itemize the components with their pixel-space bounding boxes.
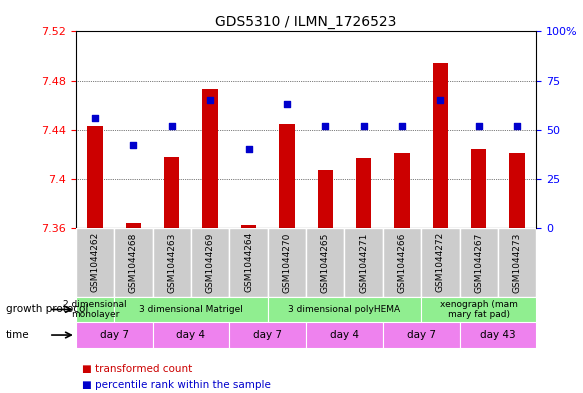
Text: GSM1044262: GSM1044262 — [90, 232, 100, 292]
Text: GSM1044273: GSM1044273 — [512, 232, 522, 292]
Point — [129, 142, 138, 149]
Text: GSM1044267: GSM1044267 — [475, 232, 483, 292]
Title: GDS5310 / ILMN_1726523: GDS5310 / ILMN_1726523 — [215, 15, 397, 29]
Text: time: time — [6, 330, 30, 340]
Text: day 7: day 7 — [407, 330, 436, 340]
Point — [321, 123, 330, 129]
Text: xenograph (mam
mary fat pad): xenograph (mam mary fat pad) — [440, 300, 518, 319]
Bar — [510, 153, 525, 228]
FancyBboxPatch shape — [459, 322, 536, 348]
Bar — [471, 149, 486, 228]
FancyBboxPatch shape — [229, 322, 306, 348]
Bar — [433, 63, 448, 228]
Text: ■ percentile rank within the sample: ■ percentile rank within the sample — [82, 380, 271, 390]
FancyBboxPatch shape — [76, 297, 114, 322]
Text: 3 dimensional Matrigel: 3 dimensional Matrigel — [139, 305, 243, 314]
Text: day 4: day 4 — [330, 330, 359, 340]
Bar — [202, 89, 218, 228]
Text: GSM1044272: GSM1044272 — [436, 232, 445, 292]
Text: day 7: day 7 — [100, 330, 129, 340]
Text: 2 dimensional
monolayer: 2 dimensional monolayer — [63, 300, 127, 319]
Text: GSM1044265: GSM1044265 — [321, 232, 330, 292]
FancyBboxPatch shape — [459, 228, 498, 297]
FancyBboxPatch shape — [114, 228, 153, 297]
Text: GSM1044269: GSM1044269 — [206, 232, 215, 292]
FancyBboxPatch shape — [153, 228, 191, 297]
Point — [282, 101, 292, 107]
FancyBboxPatch shape — [345, 228, 383, 297]
Point — [167, 123, 177, 129]
Text: day 4: day 4 — [177, 330, 205, 340]
FancyBboxPatch shape — [421, 297, 536, 322]
Text: GSM1044266: GSM1044266 — [398, 232, 406, 292]
FancyBboxPatch shape — [76, 228, 114, 297]
FancyBboxPatch shape — [306, 228, 345, 297]
Point — [398, 123, 407, 129]
Text: GSM1044270: GSM1044270 — [282, 232, 292, 292]
FancyBboxPatch shape — [153, 322, 229, 348]
Bar — [126, 223, 141, 228]
FancyBboxPatch shape — [268, 297, 421, 322]
FancyBboxPatch shape — [268, 228, 306, 297]
Point — [359, 123, 368, 129]
Text: growth protocol: growth protocol — [6, 305, 88, 314]
Bar — [318, 170, 333, 228]
Point — [90, 115, 100, 121]
Text: GSM1044271: GSM1044271 — [359, 232, 368, 292]
FancyBboxPatch shape — [421, 228, 459, 297]
Bar — [87, 126, 103, 228]
FancyBboxPatch shape — [383, 322, 459, 348]
Bar — [164, 157, 180, 228]
Text: GSM1044268: GSM1044268 — [129, 232, 138, 292]
Text: day 7: day 7 — [253, 330, 282, 340]
Text: 3 dimensional polyHEMA: 3 dimensional polyHEMA — [289, 305, 401, 314]
Point — [512, 123, 522, 129]
Bar — [394, 153, 410, 228]
Point — [474, 123, 483, 129]
FancyBboxPatch shape — [229, 228, 268, 297]
Bar — [356, 158, 371, 228]
Point — [205, 97, 215, 103]
Point — [244, 146, 253, 152]
FancyBboxPatch shape — [76, 322, 153, 348]
Text: GSM1044263: GSM1044263 — [167, 232, 176, 292]
FancyBboxPatch shape — [498, 228, 536, 297]
Text: ■ transformed count: ■ transformed count — [82, 364, 192, 375]
Text: day 43: day 43 — [480, 330, 516, 340]
Bar — [279, 123, 294, 228]
Bar — [241, 226, 256, 228]
FancyBboxPatch shape — [114, 297, 268, 322]
Point — [436, 97, 445, 103]
Text: GSM1044264: GSM1044264 — [244, 232, 253, 292]
FancyBboxPatch shape — [191, 228, 229, 297]
FancyBboxPatch shape — [306, 322, 383, 348]
FancyBboxPatch shape — [383, 228, 421, 297]
